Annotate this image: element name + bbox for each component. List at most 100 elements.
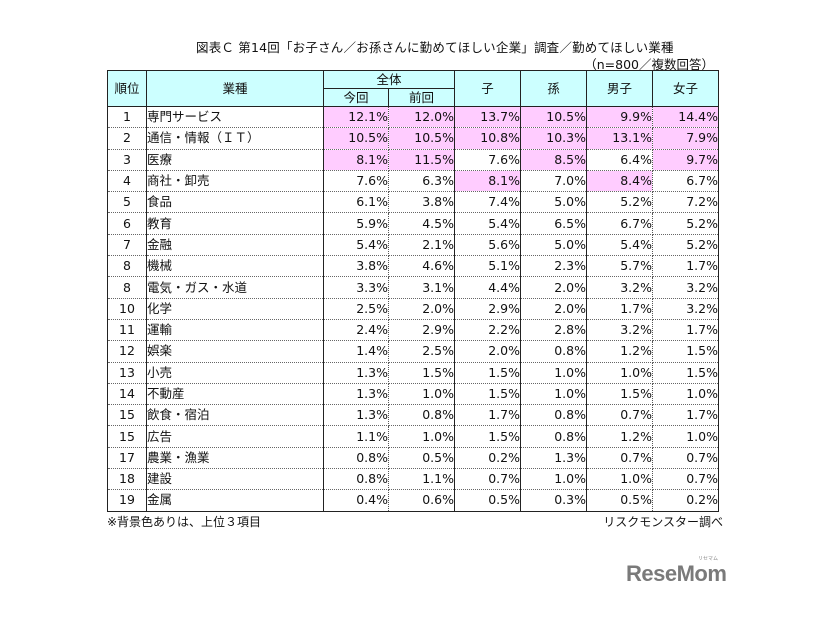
boy-cell: 13.1% bbox=[586, 127, 653, 150]
previous-cell: 12.0% bbox=[388, 106, 455, 129]
current-cell: 12.1% bbox=[323, 106, 389, 129]
child-cell: 5.6% bbox=[454, 234, 521, 257]
previous-cell: 1.1% bbox=[388, 468, 455, 491]
girl-cell: 14.4% bbox=[652, 106, 719, 129]
previous-cell: 4.6% bbox=[388, 255, 455, 278]
table-row: 15 広告 1.1% 1.0% 1.5% 0.8% 1.2% 1.0% bbox=[107, 425, 719, 448]
boy-cell: 1.7% bbox=[586, 298, 653, 320]
industry-cell: 医療 bbox=[146, 149, 324, 171]
industry-cell: 金融 bbox=[146, 234, 324, 257]
previous-cell: 2.9% bbox=[388, 319, 455, 342]
child-cell: 4.4% bbox=[454, 276, 521, 299]
child-cell: 2.0% bbox=[454, 340, 521, 363]
grandchild-cell: 5.0% bbox=[520, 191, 587, 214]
child-cell: 0.5% bbox=[454, 489, 521, 512]
col-header-boy: 男子 bbox=[586, 70, 653, 107]
previous-cell: 6.3% bbox=[388, 170, 455, 193]
child-cell: 1.5% bbox=[454, 362, 521, 384]
current-cell: 1.3% bbox=[323, 404, 389, 427]
current-cell: 7.6% bbox=[323, 170, 389, 193]
rank-cell: 10 bbox=[107, 298, 147, 320]
resemom-logo: ReseMom bbox=[626, 561, 727, 586]
table-row: 3 医療 8.1% 11.5% 7.6% 8.5% 6.4% 9.7% bbox=[107, 149, 719, 171]
industry-cell: 電気・ガス・水道 bbox=[146, 276, 324, 299]
child-cell: 7.6% bbox=[454, 149, 521, 171]
rank-cell: 11 bbox=[107, 319, 147, 342]
current-cell: 5.9% bbox=[323, 212, 389, 235]
grandchild-cell: 0.8% bbox=[520, 340, 587, 363]
rank-cell: 19 bbox=[107, 489, 147, 512]
grandchild-cell: 2.0% bbox=[520, 276, 587, 299]
rank-cell: 13 bbox=[107, 362, 147, 384]
boy-cell: 3.2% bbox=[586, 319, 653, 342]
boy-cell: 0.5% bbox=[586, 489, 653, 512]
rank-cell: 14 bbox=[107, 383, 147, 406]
previous-cell: 2.1% bbox=[388, 234, 455, 257]
previous-cell: 0.6% bbox=[388, 489, 455, 512]
industry-cell: 化学 bbox=[146, 298, 324, 320]
current-cell: 1.4% bbox=[323, 340, 389, 363]
girl-cell: 5.2% bbox=[652, 234, 719, 257]
child-cell: 1.7% bbox=[454, 404, 521, 427]
child-cell: 8.1% bbox=[454, 170, 521, 193]
child-cell: 1.5% bbox=[454, 425, 521, 448]
current-cell: 1.1% bbox=[323, 425, 389, 448]
previous-cell: 0.5% bbox=[388, 447, 455, 470]
grandchild-cell: 0.8% bbox=[520, 404, 587, 427]
industry-cell: 小売 bbox=[146, 362, 324, 384]
boy-cell: 3.2% bbox=[586, 276, 653, 299]
col-header-previous: 前回 bbox=[388, 88, 455, 107]
previous-cell: 2.0% bbox=[388, 298, 455, 320]
child-cell: 13.7% bbox=[454, 106, 521, 129]
grandchild-cell: 10.3% bbox=[520, 127, 587, 150]
rank-cell: 5 bbox=[107, 191, 147, 214]
girl-cell: 6.7% bbox=[652, 170, 719, 193]
col-header-grandchild: 孫 bbox=[520, 70, 587, 107]
boy-cell: 1.0% bbox=[586, 468, 653, 491]
current-cell: 8.1% bbox=[323, 149, 389, 171]
grandchild-cell: 1.0% bbox=[520, 362, 587, 384]
rank-cell: 7 bbox=[107, 234, 147, 257]
child-cell: 0.2% bbox=[454, 447, 521, 470]
col-header-girl: 女子 bbox=[652, 70, 719, 107]
current-cell: 1.3% bbox=[323, 362, 389, 384]
table-row: 15 飲食・宿泊 1.3% 0.8% 1.7% 0.8% 0.7% 1.7% bbox=[107, 404, 719, 427]
rank-cell: 1 bbox=[107, 106, 147, 129]
previous-cell: 3.8% bbox=[388, 191, 455, 214]
table-row: 4 商社・卸売 7.6% 6.3% 8.1% 7.0% 8.4% 6.7% bbox=[107, 170, 719, 193]
grandchild-cell: 10.5% bbox=[520, 106, 587, 129]
girl-cell: 3.2% bbox=[652, 276, 719, 299]
highlight-note: ※背景色ありは、上位３項目 bbox=[107, 515, 262, 529]
table-row: 19 金属 0.4% 0.6% 0.5% 0.3% 0.5% 0.2% bbox=[107, 489, 719, 512]
industry-cell: 娯楽 bbox=[146, 340, 324, 363]
boy-cell: 5.4% bbox=[586, 234, 653, 257]
rank-cell: 3 bbox=[107, 149, 147, 171]
grandchild-cell: 2.0% bbox=[520, 298, 587, 320]
col-header-industry: 業種 bbox=[146, 70, 324, 107]
current-cell: 2.4% bbox=[323, 319, 389, 342]
table-row: 8 電気・ガス・水道 3.3% 3.1% 4.4% 2.0% 3.2% 3.2% bbox=[107, 276, 719, 299]
table-row: 8 機械 3.8% 4.6% 5.1% 2.3% 5.7% 1.7% bbox=[107, 255, 719, 278]
previous-cell: 1.5% bbox=[388, 362, 455, 384]
col-header-overall: 全体 bbox=[323, 70, 455, 89]
girl-cell: 5.2% bbox=[652, 212, 719, 235]
grandchild-cell: 7.0% bbox=[520, 170, 587, 193]
boy-cell: 0.7% bbox=[586, 404, 653, 427]
boy-cell: 1.0% bbox=[586, 362, 653, 384]
sample-size-note: （n=800／複数回答） bbox=[584, 57, 714, 72]
boy-cell: 9.9% bbox=[586, 106, 653, 129]
table-row: 17 農業・漁業 0.8% 0.5% 0.2% 1.3% 0.7% 0.7% bbox=[107, 447, 719, 470]
industry-cell: 金属 bbox=[146, 489, 324, 512]
col-header-current: 今回 bbox=[323, 88, 389, 107]
table-row: 10 化学 2.5% 2.0% 2.9% 2.0% 1.7% 3.2% bbox=[107, 298, 719, 320]
industry-cell: 教育 bbox=[146, 212, 324, 235]
rank-cell: 4 bbox=[107, 170, 147, 193]
previous-cell: 2.5% bbox=[388, 340, 455, 363]
girl-cell: 1.5% bbox=[652, 362, 719, 384]
table-row: 14 不動産 1.3% 1.0% 1.5% 1.0% 1.5% 1.0% bbox=[107, 383, 719, 406]
boy-cell: 5.2% bbox=[586, 191, 653, 214]
grandchild-cell: 1.3% bbox=[520, 447, 587, 470]
previous-cell: 10.5% bbox=[388, 127, 455, 150]
current-cell: 2.5% bbox=[323, 298, 389, 320]
industry-cell: 機械 bbox=[146, 255, 324, 278]
